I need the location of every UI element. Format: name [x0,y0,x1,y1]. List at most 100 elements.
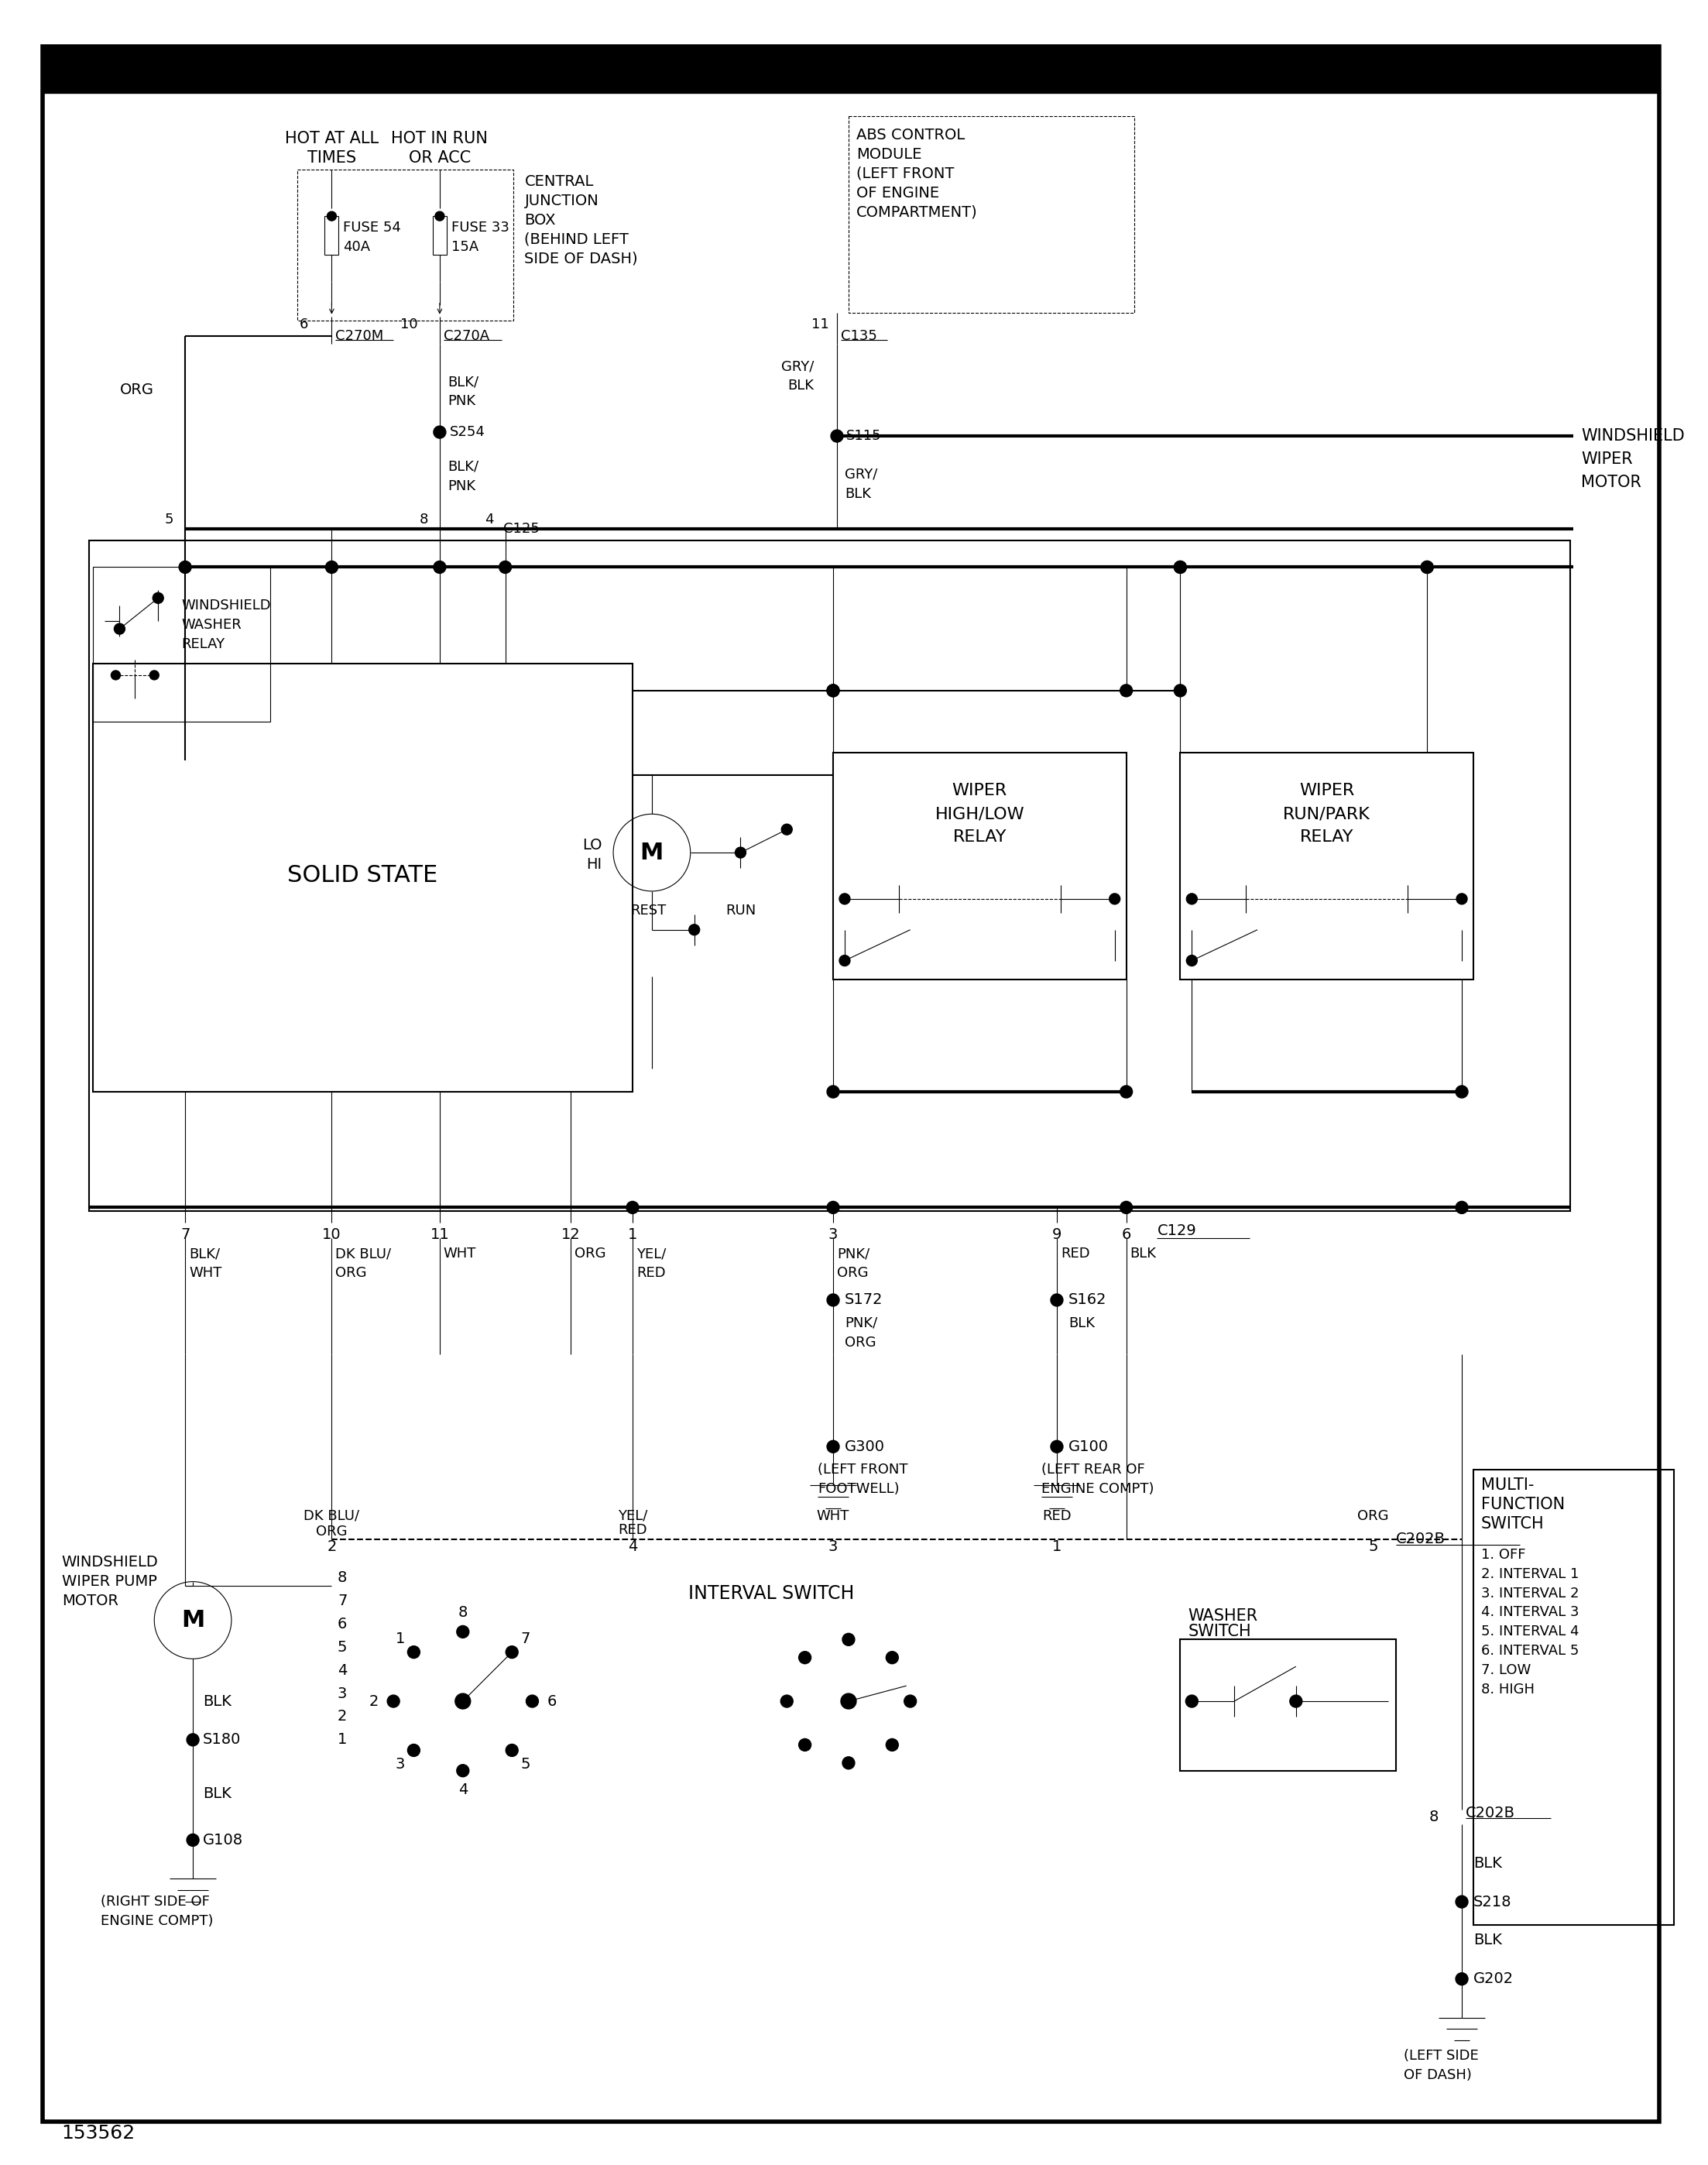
Text: ORG: ORG [335,1267,367,1280]
Circle shape [827,1085,839,1098]
Text: OF ENGINE: OF ENGINE [856,186,939,201]
Text: WHT: WHT [444,1247,477,1260]
Circle shape [186,1734,200,1745]
Circle shape [1173,561,1187,574]
Circle shape [688,924,700,935]
Text: 1: 1 [338,1732,347,1747]
Circle shape [886,1738,898,1751]
Text: ORG: ORG [1358,1509,1389,1522]
Text: RELAY: RELAY [1300,829,1354,844]
Circle shape [526,1695,538,1708]
Text: BLK/: BLK/ [447,375,478,390]
Text: ORG: ORG [574,1247,606,1260]
Circle shape [1050,1295,1062,1305]
Circle shape [1173,561,1187,574]
Text: 10: 10 [401,318,418,331]
Text: BLK: BLK [787,379,813,392]
Text: OR ACC: OR ACC [408,152,471,167]
Text: 4: 4 [338,1663,347,1678]
Text: RUN/PARK: RUN/PARK [1283,805,1370,823]
Text: RED: RED [1042,1509,1071,1522]
Text: FUSE 54: FUSE 54 [343,221,401,234]
Text: 3: 3 [828,1228,839,1243]
Text: 8: 8 [458,1604,468,1619]
Circle shape [1187,955,1197,966]
Circle shape [456,1626,470,1639]
Text: 15A: 15A [451,240,478,253]
Circle shape [1187,894,1197,905]
Circle shape [827,684,839,697]
Text: JUNCTION: JUNCTION [524,193,600,208]
Circle shape [1185,1695,1197,1708]
Text: MODULE: MODULE [856,147,922,162]
Text: 7. LOW: 7. LOW [1481,1663,1530,1678]
Text: (LEFT SIDE: (LEFT SIDE [1404,2048,1479,2063]
Circle shape [1120,684,1132,697]
Text: S218: S218 [1474,1894,1512,1910]
Text: M: M [640,842,664,864]
Text: 1. OFF: 1. OFF [1481,1548,1525,1561]
Text: GRY/: GRY/ [781,359,813,375]
Circle shape [799,1652,811,1663]
Text: BLK/: BLK/ [447,459,478,474]
Text: ENGINE COMPT): ENGINE COMPT) [101,1914,214,1929]
Text: S172: S172 [845,1293,883,1308]
Text: 1: 1 [629,1228,637,1243]
Text: BLK: BLK [1474,1933,1501,1948]
Circle shape [1421,561,1433,574]
Text: S254: S254 [449,424,485,439]
Text: 11: 11 [430,1228,449,1243]
Text: RED: RED [618,1522,647,1537]
Circle shape [842,1756,854,1769]
Text: YEL/: YEL/ [637,1247,666,1260]
Circle shape [1455,1202,1467,1215]
Circle shape [454,1693,471,1708]
Circle shape [1455,1972,1467,1985]
Bar [849,117,1134,312]
Circle shape [904,1695,917,1708]
Text: 2: 2 [369,1693,379,1708]
Text: 6: 6 [338,1617,347,1632]
Text: 8: 8 [420,513,429,526]
Text: PNK/: PNK/ [845,1316,878,1329]
Bar [432,217,447,255]
Circle shape [1290,1695,1301,1708]
Text: C129: C129 [1156,1223,1196,1238]
Text: 2: 2 [326,1539,336,1554]
Circle shape [799,1738,811,1751]
Text: SWITCH: SWITCH [1189,1624,1252,1639]
Text: 2. INTERVAL 1: 2. INTERVAL 1 [1481,1567,1578,1580]
Text: C135: C135 [840,329,878,342]
Text: 12: 12 [562,1228,581,1243]
Bar [92,665,632,1091]
Circle shape [114,624,125,634]
Text: DK BLU/: DK BLU/ [335,1247,391,1260]
Text: 2: 2 [338,1710,347,1723]
Text: C202B: C202B [1465,1806,1515,1821]
Bar [1474,1470,1674,1925]
Text: 7: 7 [338,1593,347,1609]
Text: 9: 9 [1052,1228,1062,1243]
Text: WASHER: WASHER [181,617,241,632]
Text: WIPER: WIPER [1582,452,1633,468]
Text: ORG: ORG [316,1524,347,1539]
Text: 6: 6 [301,318,309,331]
Circle shape [1455,1897,1467,1907]
Text: 4. INTERVAL 3: 4. INTERVAL 3 [1481,1606,1578,1619]
Text: MULTI-: MULTI- [1481,1477,1534,1494]
Circle shape [408,1745,420,1756]
Text: 4: 4 [629,1539,637,1554]
Text: 3: 3 [828,1539,839,1554]
Text: WASHER: WASHER [1189,1609,1257,1624]
Circle shape [1120,1085,1132,1098]
Text: WIPER: WIPER [1300,784,1354,799]
Text: PNK: PNK [447,478,475,494]
Text: SIDE OF DASH): SIDE OF DASH) [524,251,639,266]
Text: 8: 8 [1430,1810,1438,1825]
Circle shape [506,1645,518,1658]
Text: MOTOR: MOTOR [61,1593,118,1609]
Circle shape [830,431,844,442]
Text: C270M: C270M [335,329,384,342]
Text: 153562: 153562 [61,2124,135,2143]
Text: OF DASH): OF DASH) [1404,2068,1472,2083]
